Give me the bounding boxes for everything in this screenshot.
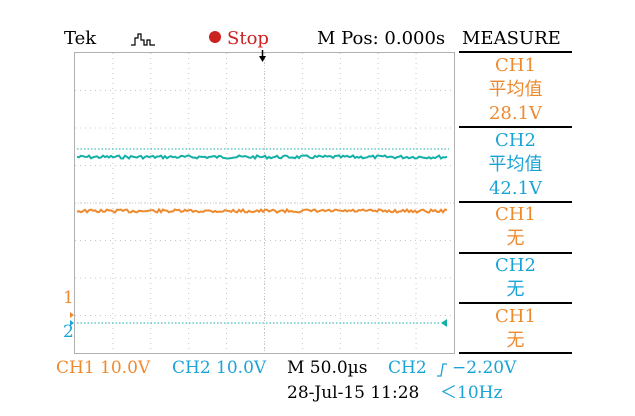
ch1-ground-marker-icon — [70, 312, 74, 318]
trigger-level-marker-icon — [441, 319, 447, 327]
measure-divider — [459, 252, 572, 254]
trigger-source: CH2 — [388, 358, 427, 378]
ch1-trace — [76, 207, 448, 214]
measure-type: 无 — [506, 330, 525, 351]
measure-type: 无 — [506, 228, 525, 249]
datetime: 28-Jul-15 11:28 — [287, 383, 420, 403]
measure-type: 平均值 — [488, 154, 543, 175]
measure-title: MEASURE — [462, 28, 561, 49]
measure-channel: CH1 — [495, 55, 536, 76]
stop-indicator-icon — [209, 31, 221, 43]
measure-value: 28.1V — [488, 103, 543, 124]
measure-slot-4[interactable]: CH2 无 — [459, 254, 572, 302]
measure-divider — [459, 201, 572, 203]
measure-slot-5[interactable]: CH1 无 — [459, 305, 572, 353]
waveform-display[interactable] — [74, 52, 455, 354]
trigger-position-icon — [259, 56, 266, 62]
measure-divider — [459, 126, 572, 128]
horizontal-position: M Pos: 0.000s — [317, 28, 446, 49]
measure-channel: CH1 — [495, 204, 536, 225]
timebase: M 50.0µs — [287, 358, 368, 378]
ch2-scale: CH2 10.0V — [172, 358, 267, 378]
run-stop-status[interactable]: Stop — [209, 30, 269, 48]
measure-value: 42.1V — [488, 178, 543, 199]
ch1-marker-label: 1 — [63, 288, 74, 308]
measure-channel: CH1 — [495, 306, 536, 327]
measure-divider — [459, 51, 572, 53]
measure-channel: CH2 — [495, 130, 536, 151]
measure-divider — [459, 302, 572, 304]
measure-divider — [459, 352, 572, 354]
measure-type: 无 — [506, 279, 525, 300]
brand-label: Tek — [64, 28, 97, 49]
trigger-level: −2.20V — [452, 358, 517, 378]
measure-channel: CH2 — [495, 255, 536, 276]
trigger-frequency: ＜10Hz — [440, 383, 503, 403]
measure-slot-1[interactable]: CH1 平均值 28.1V — [459, 54, 572, 126]
stop-label: Stop — [227, 28, 269, 49]
graticule — [75, 53, 454, 353]
measure-slot-2[interactable]: CH2 平均值 42.1V — [459, 129, 572, 201]
measure-type: 平均值 — [488, 79, 543, 100]
measure-slot-3[interactable]: CH1 无 — [459, 203, 572, 251]
ch1-scale: CH1 10.0V — [56, 358, 151, 378]
ch2-marker-label: 2 — [63, 322, 74, 342]
ch2-ground-marker-icon — [70, 320, 74, 326]
ch2-trace — [76, 154, 448, 161]
